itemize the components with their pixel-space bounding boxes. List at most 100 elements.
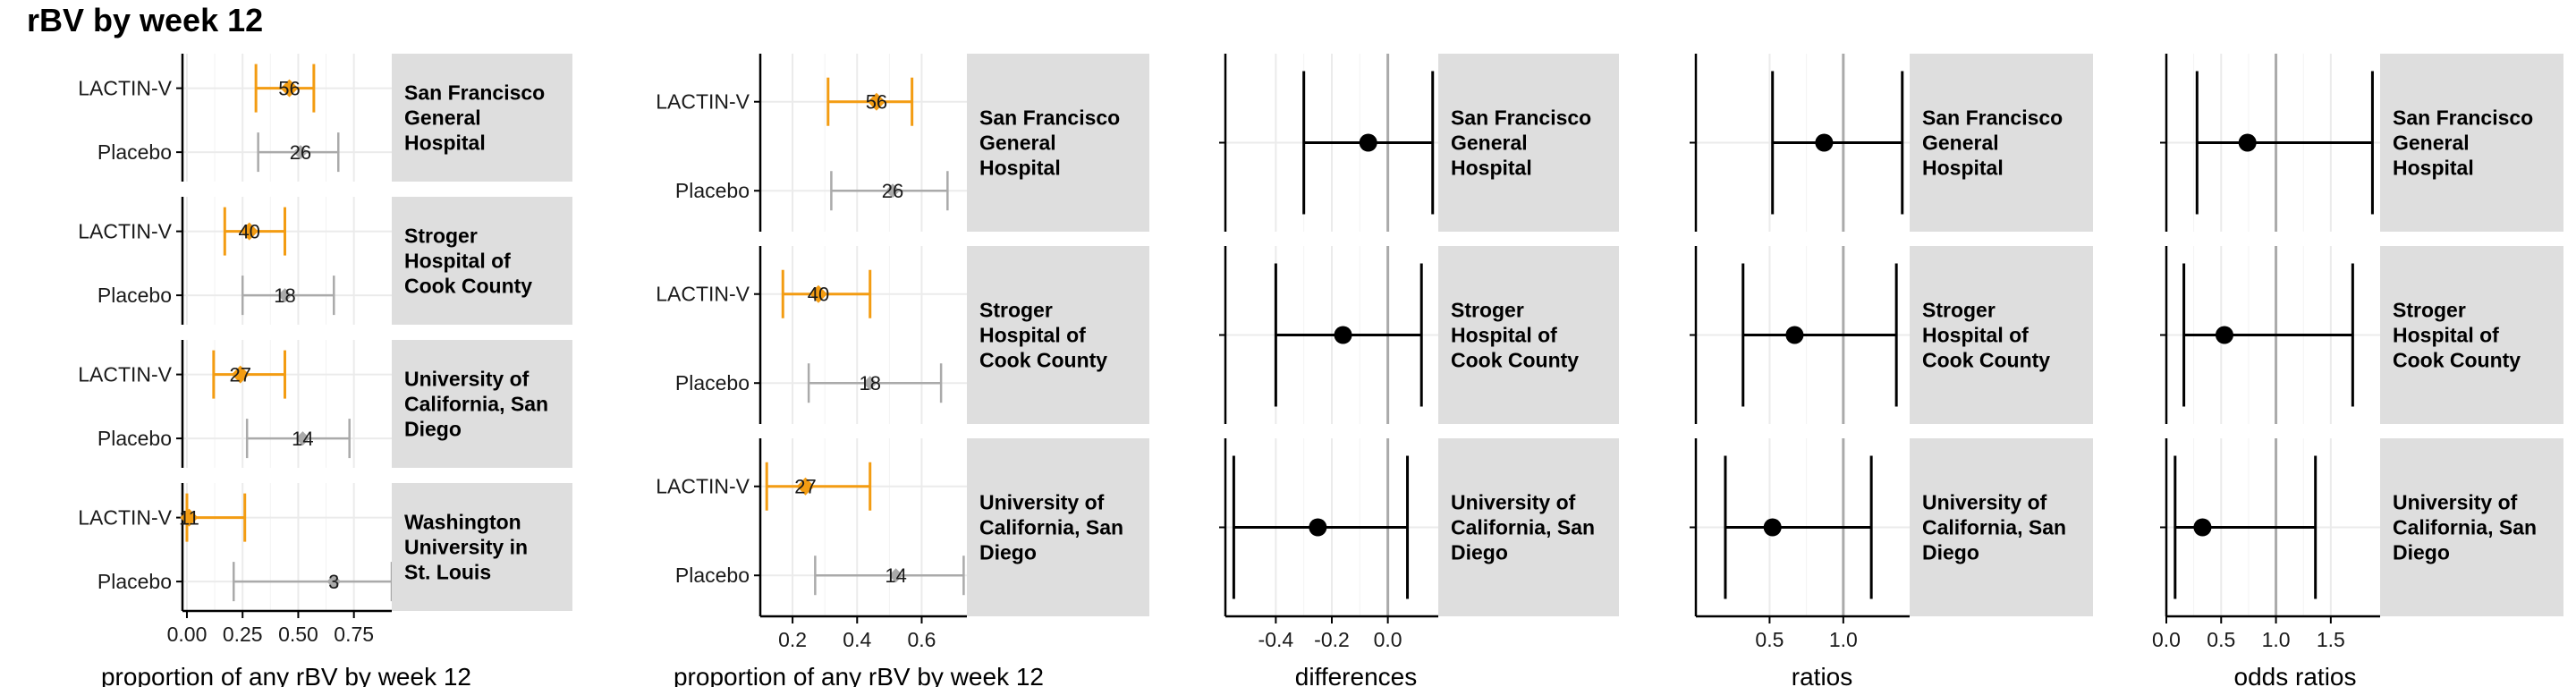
count-label: 14 [292,428,313,450]
facet-panel: LACTIN-V 27 Placebo 14 University ofCaliforn… [656,438,1149,616]
count-label: 3 [328,571,339,593]
facet-strip-label: San Francisco [1922,106,2063,130]
estimate-point [292,145,308,160]
facet-strip-label: General [979,131,1056,155]
facet-strip-label: University in [404,536,528,559]
facet-strip-label: San Francisco [404,81,545,105]
facet-strip-label: Hospital of [2393,324,2499,347]
facet-strip [967,438,1149,616]
facet-strip-label: University of [979,491,1105,514]
facet-strip [967,246,1149,424]
estimate-point [180,508,199,527]
y-tick-label: Placebo [97,570,172,593]
estimate-point [796,477,815,496]
facet-strip-label: Cook County [404,275,532,298]
estimate-point [2238,133,2257,152]
facet-strip-label: University of [1922,491,2047,514]
facet-strip [392,483,572,611]
x-tick-label: 0.0 [1374,628,1402,651]
facet-strip [1438,438,1619,616]
y-tick-label: LACTIN-V [656,283,750,306]
count-label: 40 [238,221,259,243]
facet-strip-label: University of [404,368,530,391]
y-tick-label: LACTIN-V [78,220,172,243]
count-label: 27 [794,476,816,498]
y-tick-label: LACTIN-V [656,475,750,498]
facet-strip-label: University of [1451,491,1576,514]
x-tick-label: 0.00 [167,623,208,646]
x-axis-title: proportion of any rBV by week 12 [674,663,1044,687]
count-label: 14 [885,564,906,587]
y-tick-label: LACTIN-V [78,77,172,100]
facet-strip-label: Washington [404,511,521,534]
count-label: 18 [274,284,295,307]
estimate-point [326,574,342,589]
x-axis-title: odds ratios [2234,663,2357,687]
facet-strip-label: Hospital [2393,157,2474,180]
x-tick-label: -0.4 [1258,628,1294,651]
estimate-point [885,183,900,199]
facet-panel: LACTIN-V 56 Placebo 26 San FranciscoGeneralH… [78,54,572,182]
facet-strip [2380,54,2563,232]
estimate-point [1763,518,1782,537]
facet-strip-label: Hospital [979,157,1061,180]
facet-strip-label: Hospital [1451,157,1532,180]
count-label: 27 [229,364,250,386]
facet-strip-label: Diego [2393,541,2450,564]
facet-strip [2380,438,2563,616]
facet-strip [1910,54,2093,232]
x-tick-label: 0.0 [2152,628,2181,651]
x-tick-label: 0.5 [1755,628,1784,651]
facet-panel: LACTIN-V 56 Placebo 26 San FranciscoGeneralH… [656,54,1149,232]
count-label: 26 [882,180,903,202]
facet-strip-label: General [2393,131,2470,155]
facet-strip-label: Hospital [1922,157,2004,180]
y-tick-label: LACTIN-V [78,506,172,530]
facet-strip-label: Hospital of [1451,324,1557,347]
estimate-point [1359,133,1377,152]
y-tick-label: LACTIN-V [656,90,750,114]
facet-strip [1438,54,1619,232]
y-tick-label: Placebo [97,284,172,307]
facet-strip-label: California, San [2393,516,2537,539]
facet-strip-label: Diego [979,541,1037,564]
facet-strip-label: California, San [1451,516,1595,539]
facet-strip-label: San Francisco [2393,106,2533,130]
estimate-point [295,431,310,446]
facet-strip-label: General [1451,131,1528,155]
facet-strip-label: Stroger [2393,299,2466,322]
facet-strip [1438,246,1619,424]
chart-3: San FranciscoGeneralHospitalStrogerHospi… [1219,54,1619,687]
x-tick-label: 0.50 [278,623,318,646]
estimate-point [1785,326,1804,344]
x-axis-title: ratios [1792,663,1852,687]
x-tick-label: 0.6 [907,628,936,651]
facet-strip-label: University of [2393,491,2518,514]
facet-strip-label: San Francisco [1451,106,1591,130]
estimate-point [888,568,903,583]
x-axis-title: differences [1295,663,1417,687]
facet-strip [967,54,1149,232]
estimate-point [240,222,258,241]
facet-strip-label: Hospital of [1922,324,2029,347]
estimate-point [2193,518,2212,537]
y-tick-label: Placebo [675,179,750,202]
facet-strip-label: California, San [1922,516,2066,539]
facet-strip-label: Cook County [979,349,1107,372]
facet-strip [392,197,572,325]
estimate-point [2215,326,2233,344]
facet-strip [392,340,572,468]
estimate-point [280,79,299,98]
y-tick-label: Placebo [97,427,172,450]
x-tick-label: 0.2 [778,628,807,651]
estimate-point [1334,326,1352,344]
estimate-point [231,365,250,384]
x-tick-label: 1.0 [1829,628,1858,651]
